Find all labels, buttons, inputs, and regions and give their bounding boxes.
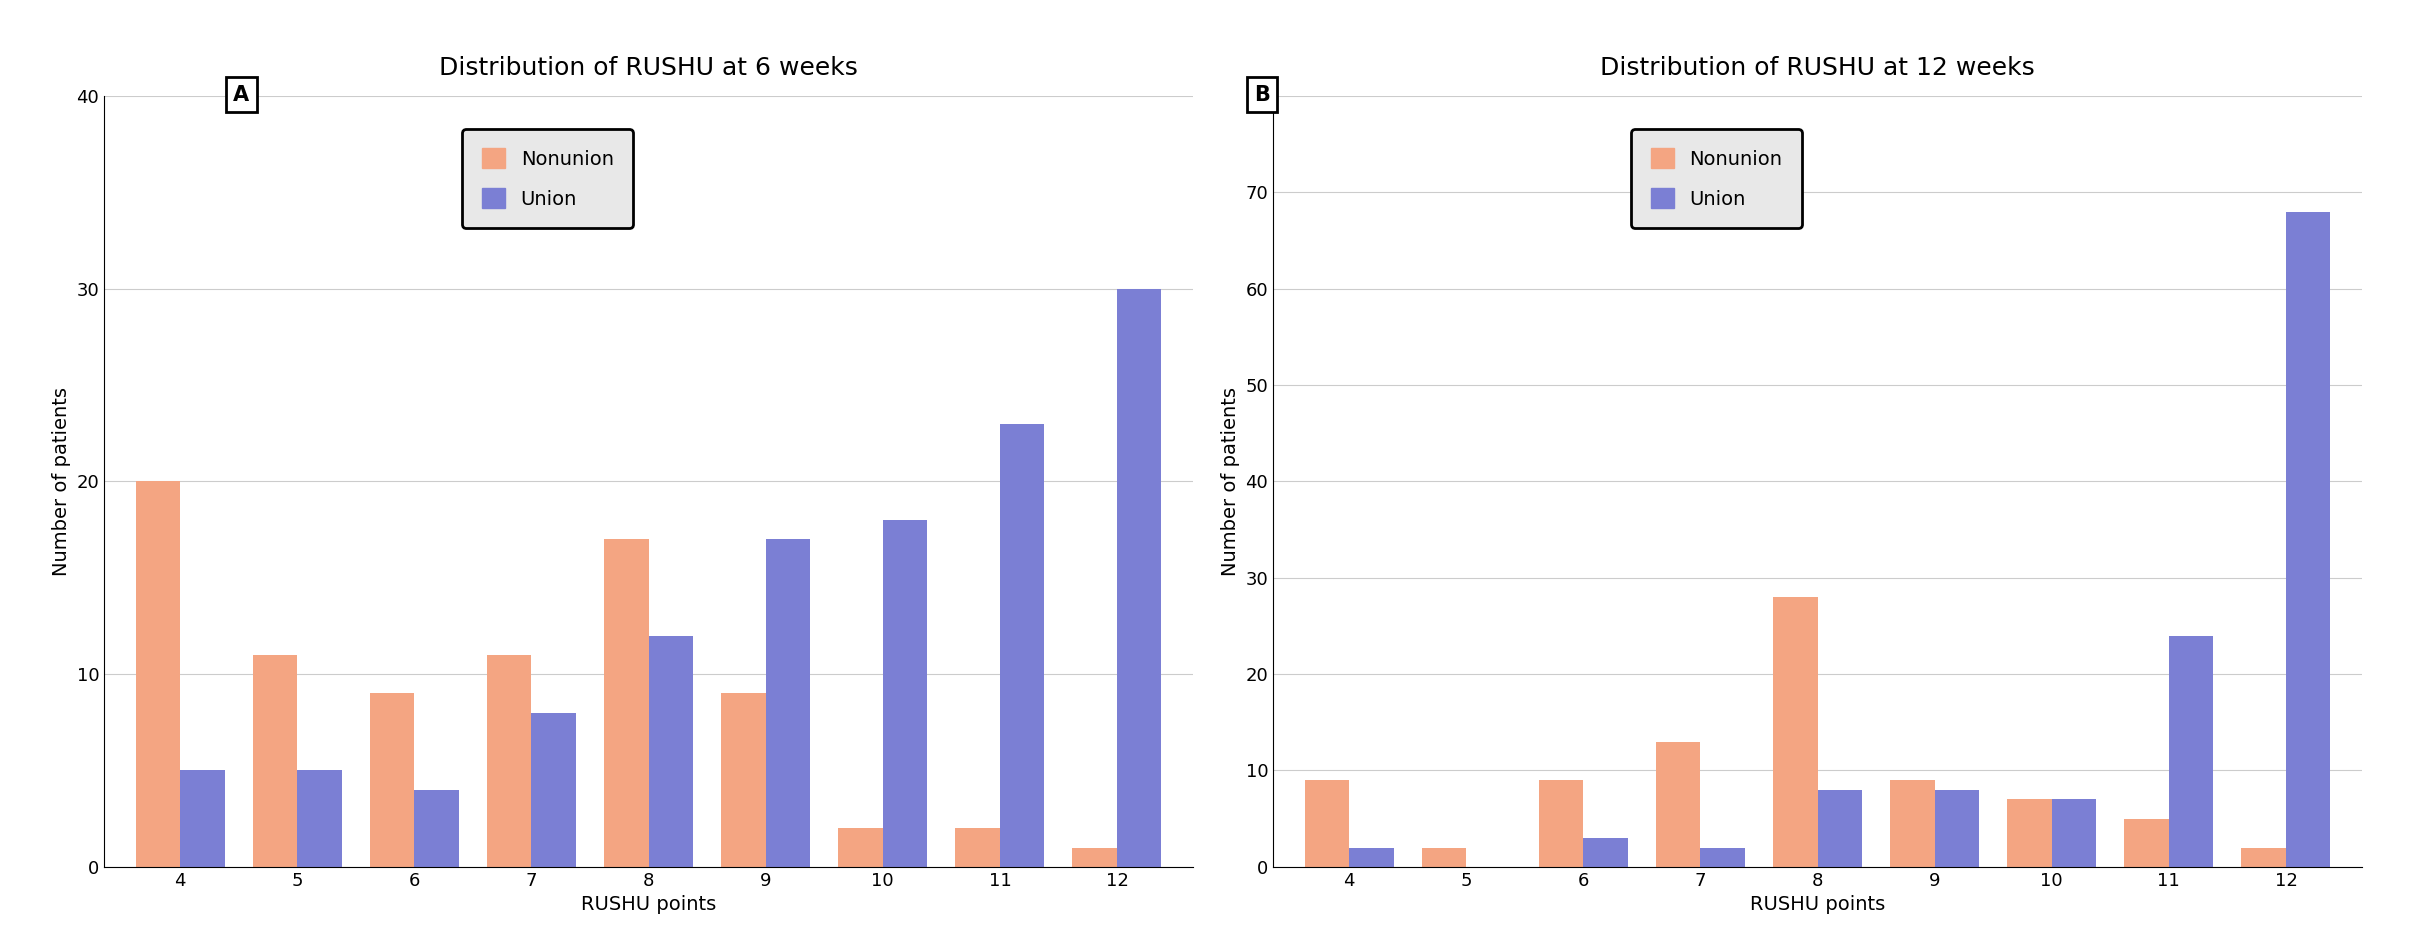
Bar: [1656, 741, 1699, 867]
Bar: [1118, 288, 1161, 867]
Bar: [1304, 780, 1349, 867]
Bar: [1699, 848, 1745, 867]
Bar: [135, 481, 181, 867]
Bar: [999, 424, 1045, 867]
Bar: [369, 693, 415, 867]
Bar: [838, 828, 884, 867]
Bar: [1890, 780, 1934, 867]
Bar: [722, 693, 765, 867]
Bar: [884, 520, 927, 867]
Bar: [253, 655, 297, 867]
X-axis label: RUSHU points: RUSHU points: [1750, 895, 1885, 915]
Bar: [2243, 848, 2286, 867]
Legend: Nonunion, Union: Nonunion, Union: [1632, 129, 1801, 228]
Bar: [415, 789, 459, 867]
Bar: [1772, 597, 1818, 867]
Text: A: A: [234, 85, 249, 105]
Bar: [181, 771, 225, 867]
Bar: [2124, 819, 2168, 867]
Bar: [956, 828, 999, 867]
Bar: [1818, 789, 1861, 867]
Bar: [1349, 848, 1393, 867]
Y-axis label: Number of patients: Number of patients: [53, 387, 70, 576]
Bar: [604, 539, 649, 867]
Bar: [649, 636, 693, 867]
Bar: [297, 771, 343, 867]
Bar: [2008, 800, 2052, 867]
Text: B: B: [1253, 85, 1270, 105]
Bar: [2286, 212, 2330, 867]
Bar: [2168, 636, 2214, 867]
Bar: [1422, 848, 1465, 867]
Bar: [531, 712, 577, 867]
Title: Distribution of RUSHU at 12 weeks: Distribution of RUSHU at 12 weeks: [1600, 56, 2035, 80]
Bar: [2052, 800, 2095, 867]
X-axis label: RUSHU points: RUSHU points: [582, 895, 717, 915]
Y-axis label: Number of patients: Number of patients: [1221, 387, 1241, 576]
Legend: Nonunion, Union: Nonunion, Union: [463, 129, 632, 228]
Bar: [765, 539, 811, 867]
Bar: [1072, 848, 1118, 867]
Bar: [1934, 789, 1979, 867]
Bar: [1538, 780, 1584, 867]
Bar: [1584, 837, 1627, 867]
Bar: [488, 655, 531, 867]
Title: Distribution of RUSHU at 6 weeks: Distribution of RUSHU at 6 weeks: [439, 56, 857, 80]
